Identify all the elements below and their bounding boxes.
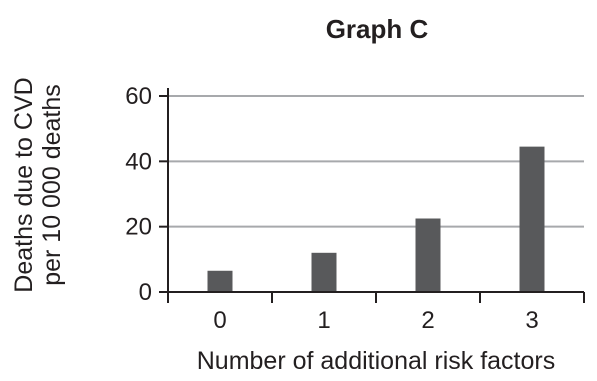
chart-title: Graph C xyxy=(326,14,429,44)
gridlines xyxy=(168,95,584,228)
bar-3 xyxy=(519,146,545,292)
y-tick-label-40: 40 xyxy=(125,148,152,175)
bar-0 xyxy=(207,270,233,292)
y-tick-label-20: 20 xyxy=(125,214,152,241)
x-tick-label-2: 2 xyxy=(421,307,434,334)
y-axis-title: Deaths due to CVD per 10 000 deaths xyxy=(10,77,66,292)
y-tick-label-60: 60 xyxy=(125,83,152,110)
x-tick-label-3: 3 xyxy=(525,307,538,334)
y-axis-title-line-2: per 10 000 deaths xyxy=(38,84,66,286)
axes xyxy=(159,88,585,303)
y-axis-title-line-1: Deaths due to CVD xyxy=(10,77,38,292)
x-tick-label-1: 1 xyxy=(317,307,330,334)
tick-labels: 0 20 40 60 0 1 2 3 xyxy=(125,83,538,334)
y-tick-label-0: 0 xyxy=(139,279,152,306)
bars xyxy=(207,146,545,292)
bar-1 xyxy=(311,252,337,292)
bar-2 xyxy=(415,218,441,292)
x-axis-title: Number of additional risk factors xyxy=(197,347,555,375)
x-tick-label-0: 0 xyxy=(213,307,226,334)
